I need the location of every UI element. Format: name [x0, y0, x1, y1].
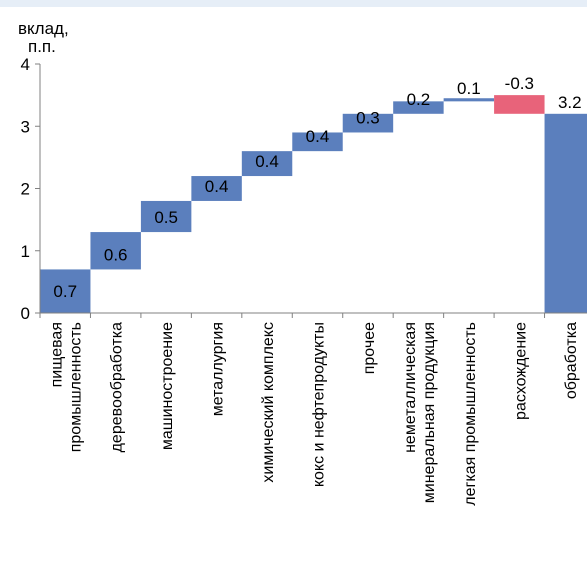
bars	[40, 95, 587, 313]
category-label-10-line-0: обработка	[563, 322, 580, 399]
category-label-5-line-0: кокс и нефтепродукты	[311, 322, 328, 487]
category-label-0-line-0: пищевая	[49, 322, 66, 387]
bar-7	[393, 101, 444, 114]
bar-0	[40, 269, 91, 313]
category-label-7: неметаллическая минеральная продукция	[402, 322, 438, 503]
y-tick-label-4: 4	[21, 55, 30, 74]
data-label-3: 0.4	[205, 177, 229, 196]
category-label-7-line-0: неметаллическая	[402, 322, 419, 453]
bar-6	[342, 113, 394, 133]
category-label-2: машиностроение	[159, 322, 176, 450]
y-axis-label-line-2: п.п.	[28, 37, 56, 56]
category-label-4: химический комплекс	[260, 322, 277, 483]
category-label-6: прочее	[361, 322, 378, 374]
category-label-9: расхождение	[512, 322, 529, 420]
bar-1	[90, 232, 141, 270]
data-labels: 0.7 0.6 0.5 0.4 0.4 0.4 0.3 0.2 0.1 -0.3 3.2	[53, 74, 581, 301]
bar-8	[443, 98, 495, 102]
y-axis-label-line-1: вклад,	[18, 19, 69, 38]
category-labels: пищевая промышленность деревообработка маши…	[49, 322, 580, 506]
bar-5	[292, 132, 343, 152]
category-label-9-line-0: расхождение	[512, 322, 529, 420]
bar-3	[191, 176, 242, 201]
category-label-3-line-0: металлургия	[210, 322, 227, 416]
category-label-6-line-0: прочее	[361, 322, 378, 374]
category-label-8: легкая промышленность	[462, 322, 479, 506]
category-label-8-line-0: легкая промышленность	[462, 322, 479, 506]
y-tick-label-1: 1	[21, 242, 30, 261]
data-label-0: 0.7	[53, 282, 77, 301]
data-label-1: 0.6	[104, 245, 128, 264]
category-label-0: пищевая промышленность	[49, 322, 85, 452]
y-tick-label-0: 0	[21, 304, 30, 323]
category-label-1: деревообработка	[109, 322, 126, 453]
data-label-9: -0.3	[505, 74, 534, 93]
category-label-10: обработка	[563, 322, 580, 399]
data-label-8: 0.1	[457, 79, 481, 98]
bar-2	[140, 200, 192, 233]
category-label-0-line-1: промышленность	[68, 322, 85, 452]
axes: 0 1 2 3 4	[21, 55, 587, 323]
category-label-5: кокс и нефтепродукты	[311, 322, 328, 487]
category-label-3: металлургия	[210, 322, 227, 416]
header-strip	[0, 0, 587, 7]
bar-10	[544, 113, 587, 313]
category-label-4-line-0: химический комплекс	[260, 322, 277, 483]
data-label-4: 0.4	[255, 152, 279, 171]
data-label-10: 3.2	[558, 93, 582, 112]
data-label-2: 0.5	[154, 208, 178, 227]
bar-4	[241, 151, 293, 177]
category-label-1-line-0: деревообработка	[109, 322, 126, 453]
y-tick-label-2: 2	[21, 180, 30, 199]
y-tick-label-3: 3	[21, 117, 30, 136]
y-axis-label: вклад, п.п.	[18, 19, 69, 56]
data-label-7: 0.2	[407, 90, 431, 109]
category-label-2-line-0: машиностроение	[159, 322, 176, 450]
data-label-5: 0.4	[306, 127, 330, 146]
category-label-7-line-1: минеральная продукция	[421, 322, 438, 503]
bar-9	[494, 95, 545, 114]
data-label-6: 0.3	[356, 108, 380, 127]
